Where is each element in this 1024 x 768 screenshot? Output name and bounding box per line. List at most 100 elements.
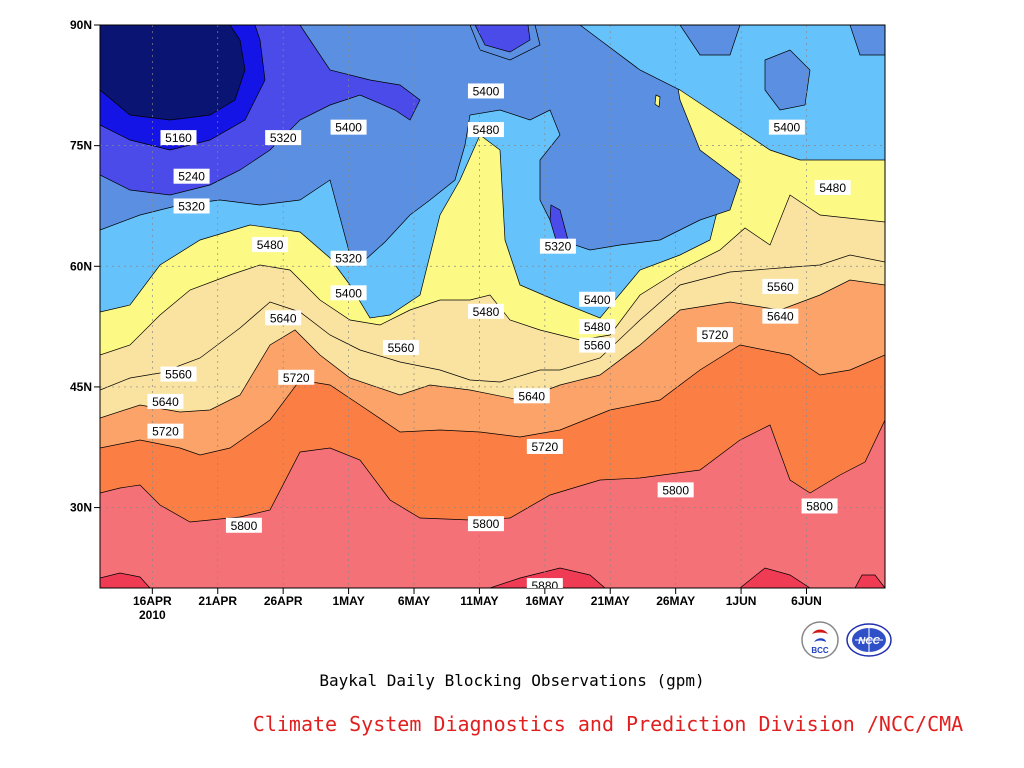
x-tick-label: 2010 <box>139 608 166 622</box>
contour-label-box <box>762 278 799 294</box>
contour-label: 5720 <box>696 327 733 343</box>
x-tick-label: 16APR <box>133 594 172 608</box>
contour-label: 5880 <box>526 578 563 593</box>
bcc-logo-text: BCC <box>811 646 829 655</box>
contour-label-text: 5880 <box>531 579 558 593</box>
contour-label-box <box>539 238 576 254</box>
contour-label: 5240 <box>173 168 210 184</box>
ncc-logo-text: NCC <box>858 636 880 647</box>
contour-label-box <box>330 119 367 135</box>
contour-label-box <box>382 340 419 356</box>
y-tick-label: 60N <box>70 259 92 273</box>
blob-red-8 <box>100 572 151 588</box>
contour-label-box <box>147 393 184 409</box>
contour-label-box <box>265 130 302 146</box>
credit-line: Climate System Diagnostics and Predictio… <box>252 712 964 736</box>
contour-label-box <box>526 578 563 588</box>
contour-label-text: 5640 <box>270 311 297 325</box>
x-tick-label: 21MAY <box>591 594 630 608</box>
contour-label-text: 5400 <box>584 293 611 307</box>
contour-label-box <box>513 388 550 404</box>
contour-label-box <box>526 438 563 454</box>
contour-label-text: 5160 <box>165 131 192 145</box>
contour-label: 5640 <box>265 310 302 326</box>
contour-label: 5640 <box>147 393 184 409</box>
bcc-logo: BCC <box>800 620 840 660</box>
blob-red-9 <box>489 567 606 588</box>
contour-label-text: 5400 <box>335 121 362 135</box>
contour-label: 5800 <box>657 482 694 498</box>
contour-label-box <box>278 369 315 385</box>
x-tick-label: 21APR <box>198 594 237 608</box>
x-tick-label: 16MAY <box>525 594 564 608</box>
contour-label: 5480 <box>467 122 504 138</box>
contour-label: 5560 <box>382 340 419 356</box>
contour-label-text: 5800 <box>231 519 258 533</box>
contour-label: 5480 <box>467 303 504 319</box>
contour-label-text: 5720 <box>152 425 179 439</box>
contour-label-box <box>801 498 838 514</box>
contour-label: 5800 <box>467 516 504 532</box>
contour-label-text: 5320 <box>545 240 572 254</box>
contour-label-text: 5400 <box>473 84 500 98</box>
contour-label: 5320 <box>173 198 210 214</box>
contour-label-text: 5720 <box>531 440 558 454</box>
contour-label: 5480 <box>579 319 616 335</box>
contour-label-text: 5480 <box>257 238 284 252</box>
contour-label-box <box>467 303 504 319</box>
contour-label-box <box>225 517 262 533</box>
contour-label-text: 5320 <box>178 199 205 213</box>
x-tick-label: 1JUN <box>726 594 757 608</box>
contour-label: 5560 <box>160 366 197 382</box>
contour-label: 5640 <box>762 308 799 324</box>
contour-label-text: 5320 <box>335 252 362 266</box>
contour-label-text: 5560 <box>388 341 415 355</box>
y-axis: 30N 45N 60N 75N 90N <box>70 18 100 515</box>
contour-label: 5320 <box>539 238 576 254</box>
contour-label-text: 5800 <box>662 483 689 497</box>
band-topright-lightblue <box>579 25 885 161</box>
contour-label-box <box>579 291 616 307</box>
contour-label: 5720 <box>526 438 563 454</box>
contour-label: 5400 <box>467 83 504 99</box>
blob-red-11 <box>854 574 885 588</box>
y-tick-label: 75N <box>70 139 92 153</box>
band-darkest <box>100 25 246 121</box>
x-tick-label: 26MAY <box>656 594 695 608</box>
contour-label-box <box>768 119 805 135</box>
y-tick-label: 45N <box>70 380 92 394</box>
contour-label: 5400 <box>768 119 805 135</box>
blob-mid-blue-4 <box>849 25 885 56</box>
contour-label-text: 5400 <box>774 121 801 135</box>
contour-label-text: 5640 <box>152 395 179 409</box>
contour-label-text: 5720 <box>283 371 310 385</box>
blob-mid-blue-3 <box>764 49 811 111</box>
contour-label-text: 5560 <box>767 280 794 294</box>
blob-mid-blue-5 <box>679 25 741 56</box>
contour-label-text: 5640 <box>518 389 545 403</box>
contour-label: 5720 <box>278 369 315 385</box>
contour-label-text: 5320 <box>270 131 297 145</box>
contour-label-box <box>814 179 851 195</box>
blob-red-10 <box>739 567 811 588</box>
contour-label: 5320 <box>330 250 367 266</box>
contour-label: 5480 <box>252 237 289 253</box>
x-tick-label: 6JUN <box>791 594 822 608</box>
contour-label-box <box>762 308 799 324</box>
x-tick-label: 26APR <box>264 594 303 608</box>
y-tick-label: 30N <box>70 501 92 515</box>
contour-label: 5800 <box>801 498 838 514</box>
blob-blue-2 <box>474 25 531 53</box>
contour-label-box <box>579 337 616 353</box>
ncc-logo: NCC <box>845 622 893 658</box>
contour-label-text: 5560 <box>584 339 611 353</box>
contour-label-text: 5480 <box>819 181 846 195</box>
contour-label: 5160 <box>160 130 197 146</box>
contour-label-text: 5240 <box>178 170 205 184</box>
plot-frame <box>99 24 886 589</box>
x-tick-label: 6MAY <box>398 594 430 608</box>
contour-label-text: 5800 <box>806 499 833 513</box>
contour-label-box <box>579 319 616 335</box>
contour-label: 5320 <box>265 130 302 146</box>
